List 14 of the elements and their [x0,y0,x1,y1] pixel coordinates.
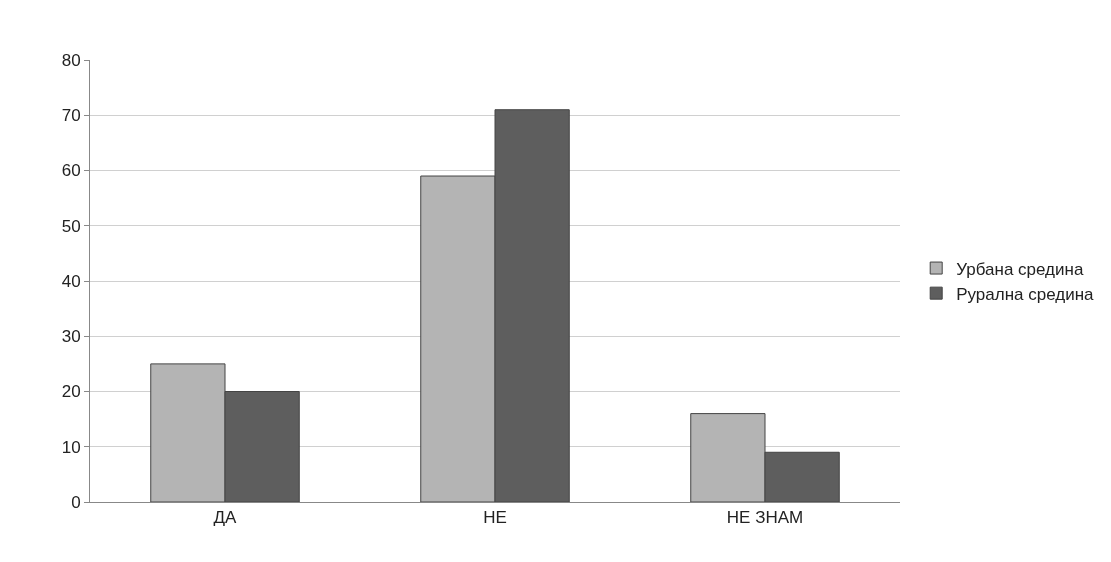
legend-label: Урбана средина [956,259,1084,279]
y-tick-label: 40 [61,271,81,291]
x-tick-label: ДА [213,508,238,528]
y-tick-label: 60 [61,161,81,181]
legend-label: Рурална средина [956,284,1095,304]
y-tick-label: 10 [61,437,81,457]
y-tick-label: 70 [61,106,81,126]
x-tick-label: НЕ [483,508,507,528]
y-tick-label: 0 [71,492,81,512]
y-tick-label: 30 [61,327,81,347]
y-tick-label: 50 [61,216,81,236]
y-tick-label: 20 [61,382,81,402]
x-tick-label: НЕ ЗНАМ [726,508,804,528]
y-tick-label: 80 [61,50,81,70]
